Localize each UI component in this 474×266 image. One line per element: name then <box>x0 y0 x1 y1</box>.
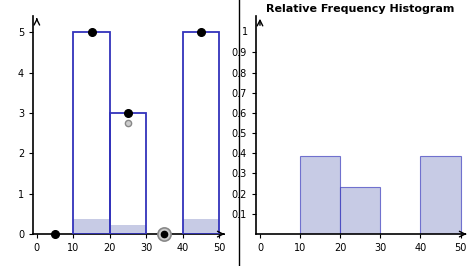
Bar <box>340 188 380 234</box>
Text: 1: 1 <box>242 27 248 37</box>
Text: Relative Frequency Histogram: Relative Frequency Histogram <box>266 4 455 14</box>
Bar <box>110 113 146 234</box>
Bar <box>73 219 110 234</box>
Bar <box>182 32 219 234</box>
Bar <box>300 156 340 234</box>
Bar <box>73 32 110 234</box>
Bar <box>420 156 461 234</box>
Bar <box>110 225 146 234</box>
Bar <box>182 219 219 234</box>
